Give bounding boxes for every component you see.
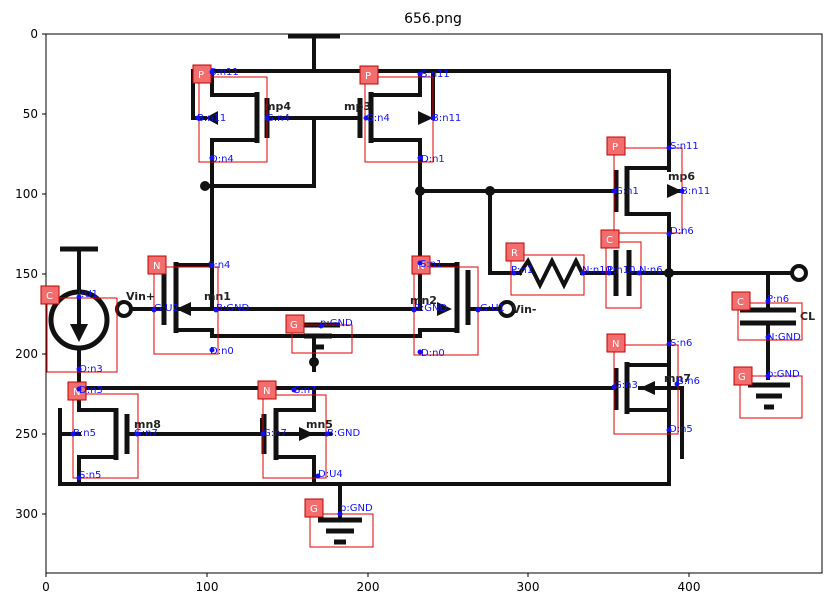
component-tag: G <box>738 372 746 383</box>
device-label: mn7 <box>664 372 691 385</box>
component-annotation: P S:n11 B:n11 G:n4 D:n4 <box>192 64 290 165</box>
pin-label: N:GND <box>767 332 801 343</box>
pin-label: B:n11 <box>197 113 226 124</box>
device-label: Vin+ <box>126 290 155 303</box>
component-tag: P <box>365 71 371 82</box>
pin-label: S:n5 <box>79 470 101 481</box>
figure-title: 656.png <box>404 11 462 27</box>
pin-label: G:n7 <box>134 428 158 439</box>
pin-label: S:n11 <box>210 67 239 78</box>
pin-label: G:U2 <box>154 303 179 314</box>
pin-label: B:n6 <box>677 376 700 387</box>
pin-label: D:U4 <box>318 469 343 480</box>
component-tag: C <box>737 297 744 308</box>
pin-label: p:GND <box>320 318 353 329</box>
device-label: mn8 <box>134 418 161 431</box>
pin-label: G:n3 <box>614 380 638 391</box>
pin-label: S:n11 <box>670 141 699 152</box>
component-annotation: C P:n10 N:n6 <box>600 229 663 309</box>
pin-label: I:U1 <box>78 289 98 300</box>
component-tag: N <box>153 261 160 272</box>
component-tag: C <box>606 235 613 246</box>
component-tag: R <box>511 248 518 259</box>
component-tag: N <box>612 339 619 350</box>
x-tick-label: 100 <box>196 580 219 594</box>
device-label: mn1 <box>204 290 231 303</box>
pin-label: G:n4 <box>366 113 390 124</box>
x-tick-label: 0 <box>42 580 50 594</box>
device-label: mn2 <box>410 294 437 307</box>
component-annotation: G p:GND <box>304 498 374 548</box>
component-annotation: N S:n7 G:n7 B:GND D:U4 <box>257 380 360 480</box>
pin-label: B:GND <box>414 303 447 314</box>
component-tag: G <box>310 504 318 515</box>
pin-label: B:GND <box>327 428 360 439</box>
pin-label: D:n0 <box>210 346 234 357</box>
device-label: Vin- <box>512 303 537 316</box>
pin-label: p:GND <box>767 369 800 380</box>
pin-label: B:n5 <box>73 428 96 439</box>
pin-label: D:n4 <box>210 154 234 165</box>
pin-label: P:n6 <box>767 294 789 305</box>
device-label: mp4 <box>264 100 291 113</box>
pin-label: S:n7 <box>294 385 316 396</box>
pin-label: D:n5 <box>669 424 693 435</box>
y-tick-label: 100 <box>15 187 38 201</box>
x-tick-label: 400 <box>678 580 701 594</box>
pin-label: S:n11 <box>421 69 450 80</box>
x-axis: 0 100 200 300 400 <box>42 573 700 594</box>
component-annotation: P S:n11 G:n4 B:n11 D:n1 <box>359 65 461 165</box>
circuit-wires <box>48 33 808 545</box>
component-annotation: C P:n6 N:GND <box>731 291 803 343</box>
x-tick-label: 300 <box>517 580 540 594</box>
component-tag: N <box>417 261 424 272</box>
component-annotation: G p:GND <box>733 366 803 419</box>
pin-label: N:n6 <box>639 265 663 276</box>
pin-label: B:GND <box>216 303 249 314</box>
y-tick-label: 250 <box>15 427 38 441</box>
component-annotation: P S:n11 G:n1 B:n11 D:n6 <box>606 136 710 237</box>
pin-label: G:n4 <box>266 113 290 124</box>
y-tick-label: 200 <box>15 347 38 361</box>
pin-label: P:n10 <box>607 265 635 276</box>
pin-label: N:n10 <box>582 265 612 276</box>
pin-label: O:n3 <box>79 364 103 375</box>
component-annotation: N S:n6 G:n3 B:n6 D:n5 <box>606 333 700 435</box>
component-annotation: G p:GND <box>285 314 353 354</box>
component-annotation: N S:n4 G:U2 B:GND D:n0 <box>147 255 249 357</box>
pin-label: S:n4 <box>208 260 230 271</box>
component-annotation: N S:n1 B:GND G:U1 D:n0 <box>411 255 505 359</box>
component-tag: N <box>73 387 80 398</box>
pin-label: D:n0 <box>421 348 445 359</box>
pin-label: P:n1 <box>511 265 533 276</box>
component-tag: C <box>46 291 53 302</box>
pin-label: G:n7 <box>263 428 287 439</box>
pin-label: G:U1 <box>480 303 505 314</box>
component-tag: N <box>263 386 270 397</box>
pin-label: G:n1 <box>615 186 639 197</box>
component-annotation: N D:n3 B:n5 G:n7 S:n5 <box>67 381 158 481</box>
pin-label: S:n6 <box>670 338 692 349</box>
pin-label: D:n6 <box>670 226 694 237</box>
pin-label: p:GND <box>340 503 373 514</box>
pin-label: B:n11 <box>681 186 710 197</box>
pin-label: B:n11 <box>432 113 461 124</box>
device-label: CL <box>800 310 815 323</box>
component-tag: P <box>612 142 618 153</box>
x-tick-label: 200 <box>357 580 380 594</box>
y-tick-label: 50 <box>23 107 38 121</box>
pin-label: S:n1 <box>420 259 442 270</box>
pin-label: D:n1 <box>421 154 445 165</box>
y-tick-label: 300 <box>15 507 38 521</box>
component-annotation: R P:n1 N:n10 <box>505 242 612 296</box>
component-annotation: C I:U1 O:n3 <box>40 285 118 375</box>
y-tick-label: 150 <box>15 267 38 281</box>
pin-label: D:n3 <box>79 385 103 396</box>
y-axis: 0 50 100 150 200 250 300 <box>15 27 46 521</box>
component-tag: P <box>198 70 204 81</box>
device-label: mp3 <box>344 100 371 113</box>
y-tick-label: 0 <box>30 27 38 41</box>
component-tag: G <box>290 320 298 331</box>
